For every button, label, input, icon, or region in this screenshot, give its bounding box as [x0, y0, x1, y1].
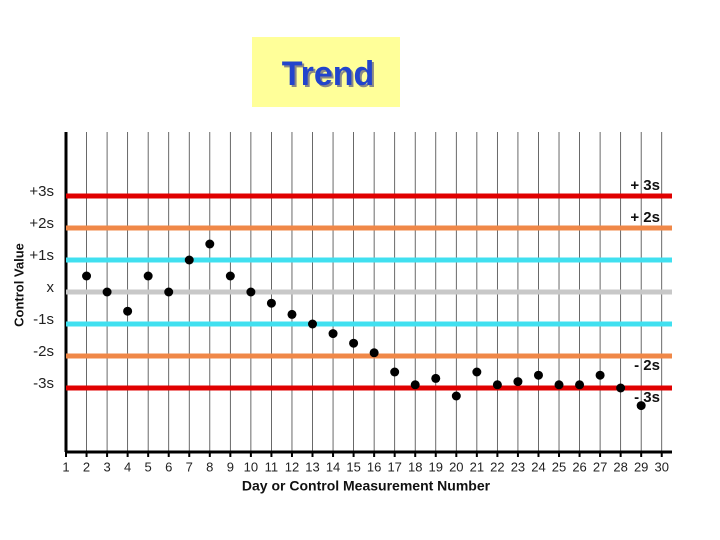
x-tick-label: 30 [654, 459, 668, 474]
data-point [533, 370, 543, 380]
x-tick-label: 10 [244, 459, 258, 474]
data-point [308, 319, 318, 329]
y-tick-label: +1s [29, 247, 54, 264]
control-line-label: + 2s [630, 209, 660, 226]
x-tick-label: 29 [634, 459, 648, 474]
y-tick-label: +2s [29, 215, 54, 232]
x-tick-label: 1 [62, 459, 69, 474]
x-axis-label: Day or Control Measurement Number [242, 478, 491, 494]
data-point [636, 401, 646, 411]
data-point [82, 271, 92, 281]
title-shadow: Trend [284, 57, 377, 95]
data-point [184, 255, 194, 265]
data-point [431, 373, 441, 383]
title-box [252, 37, 400, 107]
x-tick-label: 16 [367, 459, 381, 474]
x-tick-label: 15 [346, 459, 360, 474]
y-tick-label: x [47, 279, 55, 296]
x-tick-label: 21 [470, 459, 484, 474]
x-tick-label: 4 [124, 459, 131, 474]
x-tick-label: 27 [593, 459, 607, 474]
data-point [246, 287, 256, 297]
data-point [205, 239, 215, 249]
y-tick-label: -2s [33, 343, 54, 360]
x-tick-label: 5 [145, 459, 152, 474]
x-tick-label: 12 [285, 459, 299, 474]
data-point [492, 380, 502, 390]
y-tick-label: -3s [33, 375, 54, 392]
data-point [451, 391, 461, 401]
x-tick-label: 9 [227, 459, 234, 474]
data-point [472, 367, 482, 377]
x-tick-label: 2 [83, 459, 90, 474]
x-tick-label: 20 [449, 459, 463, 474]
data-point [513, 377, 523, 387]
x-tick-label: 11 [265, 459, 279, 474]
data-point [410, 380, 420, 390]
x-tick-label: 26 [572, 459, 586, 474]
x-tick-label: 14 [326, 459, 340, 474]
data-point [616, 383, 626, 393]
data-point [225, 271, 235, 281]
data-point [102, 287, 112, 297]
data-point [349, 338, 359, 348]
x-tick-label: 23 [511, 459, 525, 474]
x-tick-label: 24 [531, 459, 545, 474]
data-point [595, 370, 605, 380]
x-tick-label: 8 [206, 459, 213, 474]
data-point [143, 271, 153, 281]
data-point [266, 298, 276, 308]
data-point [554, 380, 564, 390]
chart-title: Trend [282, 55, 375, 93]
data-point [287, 309, 297, 319]
data-point [575, 380, 585, 390]
x-tick-label: 7 [186, 459, 193, 474]
x-tick-label: 13 [305, 459, 319, 474]
data-point [164, 287, 174, 297]
x-tick-label: 28 [613, 459, 627, 474]
x-tick-label: 6 [165, 459, 172, 474]
x-tick-label: 22 [490, 459, 504, 474]
x-tick-label: 3 [103, 459, 110, 474]
y-tick-label: +3s [29, 183, 54, 200]
x-tick-label: 19 [429, 459, 443, 474]
data-point [369, 348, 379, 358]
data-point [328, 329, 338, 339]
control-line-label: + 3s [630, 177, 660, 194]
data-point [123, 306, 133, 316]
y-tick-label: -1s [33, 311, 54, 328]
control-line-label: - 2s [634, 357, 660, 374]
x-tick-label: 18 [408, 459, 422, 474]
y-axis-label: Control Value [11, 243, 26, 327]
data-point [390, 367, 400, 377]
x-tick-label: 25 [552, 459, 566, 474]
x-tick-label: 17 [387, 459, 401, 474]
